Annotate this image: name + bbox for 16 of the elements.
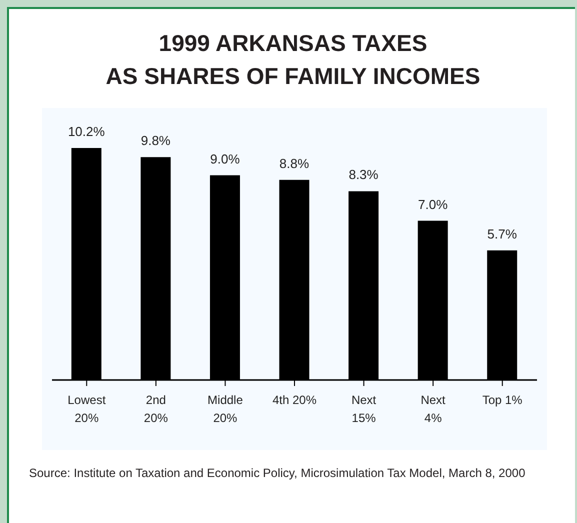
data-label: 8.3% bbox=[348, 167, 379, 182]
chart-title: 1999 ARKANSAS TAXES AS SHARES OF FAMILY INCOMES bbox=[104, 29, 482, 91]
x-tick-label: 4th 20% bbox=[272, 393, 317, 407]
x-tick-label: Middle 20% bbox=[208, 393, 244, 425]
data-label: 9.0% bbox=[210, 151, 240, 166]
data-label: 5.7% bbox=[487, 226, 518, 242]
x-tick-label: Top 1% bbox=[482, 393, 523, 407]
source-note: Source: Institute on Taxation and Economic Policy, Microsimulation Tax Model, March 8, 2000 bbox=[29, 465, 526, 482]
x-tick-label: 2nd 20% bbox=[144, 393, 168, 425]
data-label: 9.8% bbox=[140, 133, 171, 148]
x-tick-label: Lowest 20% bbox=[68, 393, 106, 425]
data-label: 7.0% bbox=[418, 196, 448, 212]
x-tick-label: Next 15% bbox=[351, 393, 377, 425]
data-label: 10.2% bbox=[68, 124, 106, 139]
x-tick-label: Next 4% bbox=[420, 393, 446, 425]
data-label: 8.8% bbox=[279, 156, 310, 171]
